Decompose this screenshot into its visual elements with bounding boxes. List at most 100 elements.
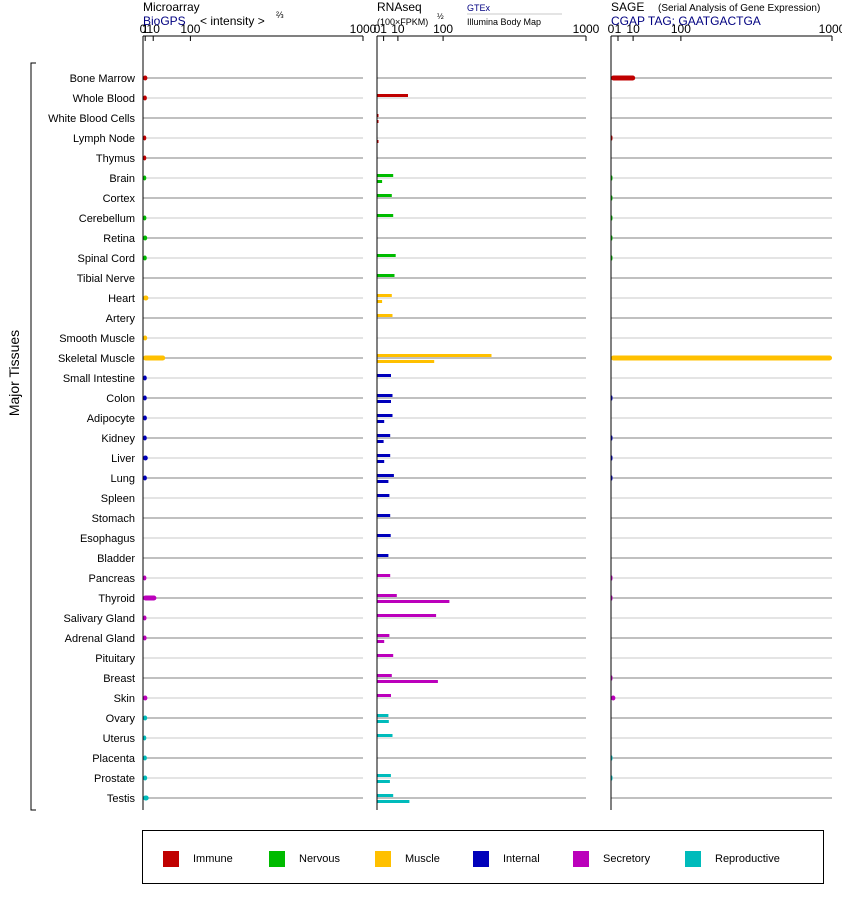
microarray-bar	[143, 695, 148, 701]
microarray-bar	[143, 755, 147, 761]
tissue-label: Cortex	[103, 193, 136, 205]
tissue-label: Breast	[103, 673, 135, 685]
tissue-label: Cerebellum	[79, 213, 135, 225]
rnaseq-ibm-bar	[377, 420, 385, 423]
microarray-bar	[143, 335, 148, 341]
sage-subtitle: (Serial Analysis of Gene Expression)	[658, 3, 820, 14]
tissue-label: Tibial Nerve	[77, 273, 135, 285]
axis-tick-label: 1000	[350, 22, 377, 36]
microarray-bar	[143, 735, 147, 741]
legend-label-muscle: Muscle	[405, 853, 440, 865]
legend-swatch-internal	[473, 851, 489, 867]
tissue-label: Stomach	[92, 513, 135, 525]
tissue-label: Pituitary	[95, 653, 135, 665]
rnaseq-gtex-bar	[377, 394, 393, 397]
rnaseq-source-gtex[interactable]: GTEx	[467, 3, 491, 13]
rnaseq-ibm-bar	[377, 800, 410, 803]
rnaseq-ibm-bar	[377, 300, 383, 303]
tissue-label: Spinal Cord	[78, 253, 135, 265]
rnaseq-ibm-bar	[377, 140, 379, 143]
axis-tick-label: 0	[140, 22, 147, 36]
microarray-bar	[143, 355, 166, 361]
rnaseq-gtex-bar	[377, 774, 391, 777]
rnaseq-gtex-bar	[377, 414, 393, 417]
tissue-label: Brain	[109, 173, 135, 185]
axis-tick-label: 0	[608, 22, 615, 36]
rnaseq-gtex-bar	[377, 114, 379, 117]
rnaseq-gtex-bar	[377, 374, 391, 377]
tissue-label: Thyroid	[98, 593, 135, 605]
tissue-label: Colon	[106, 393, 135, 405]
rnaseq-gtex-bar	[377, 174, 394, 177]
tissue-label: Skeletal Muscle	[58, 353, 135, 365]
tissue-label: Kidney	[101, 433, 135, 445]
tissue-label: Bone Marrow	[70, 73, 135, 85]
rnaseq-gtex-bar	[377, 574, 391, 577]
legend-label-nervous: Nervous	[299, 853, 340, 865]
axis-tick-label: 1	[142, 22, 149, 36]
rnaseq-gtex-bar	[377, 214, 394, 217]
rnaseq-gtex-bar	[377, 494, 390, 497]
microarray-bar	[143, 635, 147, 641]
tissue-label: Testis	[107, 793, 136, 805]
axis-tick-label: 1000	[819, 22, 842, 36]
rnaseq-unit: (100×FPKM)	[377, 17, 428, 27]
axes: 011010010000110100100001101001000	[140, 22, 842, 810]
bars	[143, 75, 832, 803]
rnaseq-ibm-bar	[377, 780, 390, 783]
legend-swatch-nervous	[269, 851, 285, 867]
axis-tick-label: 0	[374, 22, 381, 36]
microarray-bar	[143, 435, 147, 441]
rnaseq-gtex-bar	[377, 274, 395, 277]
axis-tick-label: 1	[380, 22, 387, 36]
legend-swatch-secretory	[573, 851, 589, 867]
rnaseq-gtex-bar	[377, 454, 391, 457]
tissue-label: Placenta	[92, 753, 136, 765]
tissue-label: Pancreas	[89, 573, 136, 585]
microarray-bar	[143, 455, 148, 461]
axis-tick-label: 1	[615, 22, 622, 36]
tissue-label: Skin	[114, 693, 135, 705]
axis-tick-label: 100	[671, 22, 691, 36]
tissue-label: Uterus	[103, 733, 136, 745]
tissue-label: Prostate	[94, 773, 135, 785]
microarray-bar	[143, 615, 147, 621]
microarray-bar	[143, 155, 147, 161]
tissue-label: Retina	[103, 233, 136, 245]
microarray-bar	[143, 255, 147, 261]
microarray-bar	[143, 235, 148, 241]
rnaseq-gtex-bar	[377, 254, 396, 257]
rnaseq-ibm-bar	[377, 460, 385, 463]
tissue-label: Ovary	[106, 713, 136, 725]
sage-tag[interactable]: CGAP TAG: GAATGACTGA	[611, 14, 761, 28]
rnaseq-gtex-bar	[377, 474, 394, 477]
microarray-bar	[143, 95, 147, 101]
microarray-unit-exp: ⅔	[276, 10, 284, 20]
rnaseq-ibm-bar	[377, 440, 384, 443]
tissue-label: Thymus	[96, 153, 136, 165]
sage-bar	[611, 75, 636, 81]
rnaseq-gtex-bar	[377, 694, 391, 697]
microarray-bar	[143, 475, 147, 481]
legend-label-immune: Immune	[193, 853, 233, 865]
microarray-unit: < intensity >	[200, 14, 265, 28]
rnaseq-ibm-bar	[377, 180, 383, 183]
microarray-bar	[143, 775, 148, 781]
sage-title: SAGE	[611, 0, 644, 14]
microarray-bar	[143, 135, 147, 141]
rnaseq-source-ibm: Illumina Body Map	[467, 17, 541, 27]
axis-tick-label: 100	[180, 22, 200, 36]
tissue-label: Whole Blood	[73, 93, 135, 105]
tissue-label: Lung	[111, 473, 135, 485]
tissue-label: Salivary Gland	[63, 613, 135, 625]
rnaseq-ibm-bar	[377, 400, 391, 403]
rnaseq-gtex-bar	[377, 434, 391, 437]
axis-tick-label: 100	[433, 22, 453, 36]
axis-tick-label: 10	[147, 22, 161, 36]
tissue-label: Liver	[111, 453, 135, 465]
microarray-bar	[143, 795, 149, 801]
tissue-label: Spleen	[101, 493, 135, 505]
microarray-bar	[143, 175, 147, 181]
gridlines	[143, 77, 832, 799]
